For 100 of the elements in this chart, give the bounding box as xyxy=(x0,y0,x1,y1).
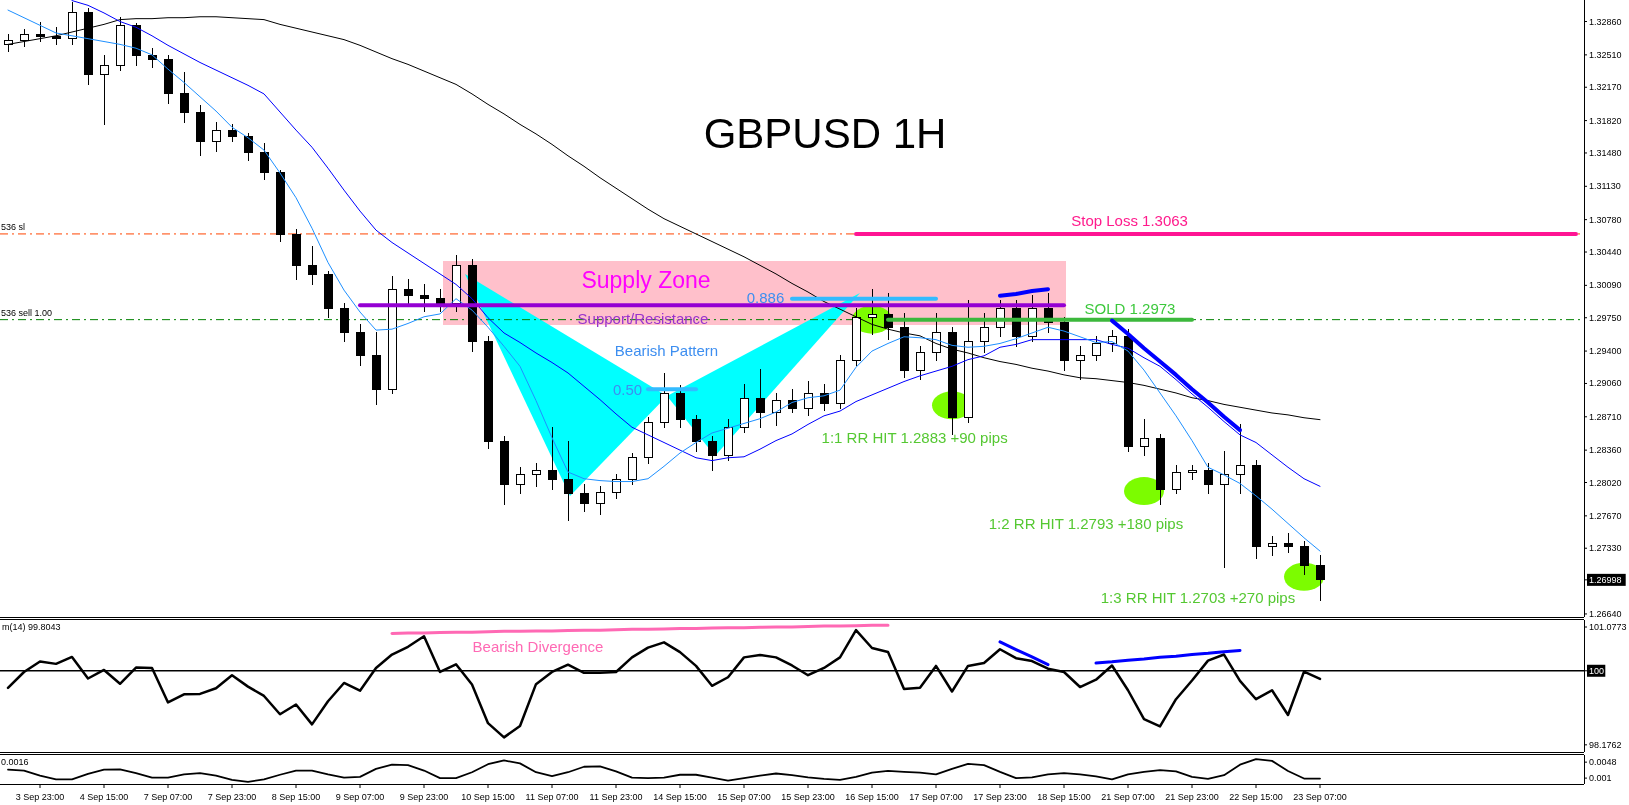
annotation: 0.50 xyxy=(612,380,643,397)
candlestick xyxy=(755,368,766,428)
y-tick-label: 101.0773 xyxy=(1589,622,1627,633)
y-tick-label: 1.32860 xyxy=(1589,16,1622,27)
y-tick-label: 100 xyxy=(1589,665,1605,676)
x-tick-label: 14 Sep 15:00 xyxy=(653,792,707,802)
x-tick-label: 8 Sep 15:00 xyxy=(271,792,321,802)
annotation: 1:2 RR HIT 1.2793 +180 pips xyxy=(988,514,1184,532)
x-tick-label: 11 Sep 07:00 xyxy=(525,792,579,802)
y-tick-label: 1.28020 xyxy=(1589,477,1622,488)
y-tick-label: 1.32170 xyxy=(1589,82,1622,93)
y-tick-label: 0.001 xyxy=(1589,773,1612,784)
candlestick xyxy=(339,302,350,343)
point xyxy=(1124,477,1164,506)
candlestick xyxy=(307,245,318,285)
candlestick xyxy=(611,474,622,500)
candlestick xyxy=(1203,462,1214,495)
x-tick-label: 4 Sep 15:00 xyxy=(79,792,129,802)
ref-line-label: 536 sell 1.00 xyxy=(1,307,53,318)
candlestick xyxy=(691,415,702,452)
line-series xyxy=(71,0,1321,487)
x-tick-label: 15 Sep 23:00 xyxy=(781,792,835,802)
y-tick-label: 1.28710 xyxy=(1589,411,1622,422)
annotation: 0.886 xyxy=(746,288,785,305)
y-tick-label: 1.32510 xyxy=(1589,49,1622,60)
chart-title: 0.0016 xyxy=(1,757,29,767)
candlestick xyxy=(259,142,270,181)
ref-line-label: 536 sl xyxy=(1,221,26,232)
y-tick-label: 1.28360 xyxy=(1589,445,1622,456)
y-tick-label: 1.29750 xyxy=(1589,312,1622,323)
candlestick xyxy=(707,436,718,471)
candlestick xyxy=(1267,536,1278,557)
line-series xyxy=(1110,318,1242,433)
candlestick xyxy=(243,133,254,162)
candlestick xyxy=(563,441,574,522)
y-tick-label: 1.31820 xyxy=(1589,115,1622,126)
candlestick xyxy=(419,283,430,312)
candlestick xyxy=(403,279,414,304)
candlestick xyxy=(1283,533,1294,554)
candlestick xyxy=(979,313,990,354)
y-tick-label: 1.30780 xyxy=(1589,214,1622,225)
y-tick-label: 1.30440 xyxy=(1589,247,1622,258)
x-tick-label: 17 Sep 23:00 xyxy=(973,792,1027,802)
annotation: Bearish Divergence xyxy=(472,637,604,655)
x-tick-label: 21 Sep 07:00 xyxy=(1101,792,1155,802)
x-tick-label: 10 Sep 15:00 xyxy=(461,792,515,802)
candlestick xyxy=(531,462,542,487)
x-tick-label: 7 Sep 23:00 xyxy=(207,792,257,802)
x-tick-label: 21 Sep 23:00 xyxy=(1165,792,1219,802)
x-tick-label: 18 Sep 15:00 xyxy=(1037,792,1091,802)
y-tick-label: 1.29400 xyxy=(1589,346,1622,357)
line-series xyxy=(998,640,1050,667)
candlestick xyxy=(1235,423,1246,495)
candlestick xyxy=(771,393,782,426)
candlestick xyxy=(1075,345,1086,381)
annotation: Stop Loss 1.3063 xyxy=(1071,211,1188,229)
y-tick-label: 1.30090 xyxy=(1589,280,1622,291)
line-series xyxy=(1094,648,1242,665)
candlestick xyxy=(355,323,366,366)
candlestick xyxy=(627,453,638,485)
candlestick xyxy=(547,426,558,490)
candlestick xyxy=(867,288,878,336)
candlestick xyxy=(211,121,222,152)
candlestick xyxy=(1219,450,1230,568)
annotation: Bearish Pattern xyxy=(614,341,719,359)
candlestick xyxy=(595,485,606,516)
x-tick-label: 11 Sep 23:00 xyxy=(589,792,643,802)
candlestick xyxy=(803,381,814,417)
annotation: Support/Resistance xyxy=(577,309,709,326)
annotation: 1:3 RR HIT 1.2703 +270 pips xyxy=(1100,588,1296,606)
x-tick-label: 3 Sep 23:00 xyxy=(15,792,65,802)
candlestick xyxy=(915,345,926,381)
candlestick xyxy=(99,55,110,125)
chart-title: m(14) 99.8043 xyxy=(2,622,61,632)
candlestick xyxy=(179,72,190,123)
x-tick-label: 9 Sep 23:00 xyxy=(399,792,449,802)
x-tick-label: 15 Sep 07:00 xyxy=(717,792,771,802)
y-tick-label: 1.26998 xyxy=(1589,574,1622,585)
x-tick-label: 17 Sep 07:00 xyxy=(909,792,963,802)
candlestick xyxy=(35,21,46,43)
x-tick-label: 23 Sep 07:00 xyxy=(1293,792,1347,802)
annotation: 1:1 RR HIT 1.2883 +90 pips xyxy=(821,428,1008,446)
line-series xyxy=(998,287,1050,298)
candlestick xyxy=(1299,541,1310,576)
y-tick-label: 0.0048 xyxy=(1589,757,1617,768)
annotation: Supply Zone xyxy=(581,266,711,293)
candlestick xyxy=(1139,419,1150,457)
x-tick-label: 22 Sep 15:00 xyxy=(1229,792,1283,802)
annotation: SOLD 1.2973 xyxy=(1084,299,1176,317)
candlestick xyxy=(579,483,590,512)
y-tick-label: 1.27670 xyxy=(1589,510,1622,521)
x-tick-label: 9 Sep 07:00 xyxy=(335,792,385,802)
line-series xyxy=(390,623,890,635)
y-tick-label: 98.1762 xyxy=(1589,739,1622,750)
candlestick xyxy=(1315,555,1326,602)
y-tick-label: 1.29060 xyxy=(1589,378,1622,389)
candlestick xyxy=(515,466,526,495)
x-tick-label: 16 Sep 15:00 xyxy=(845,792,899,802)
candlestick xyxy=(1091,336,1102,362)
y-tick-label: 1.31480 xyxy=(1589,147,1622,158)
